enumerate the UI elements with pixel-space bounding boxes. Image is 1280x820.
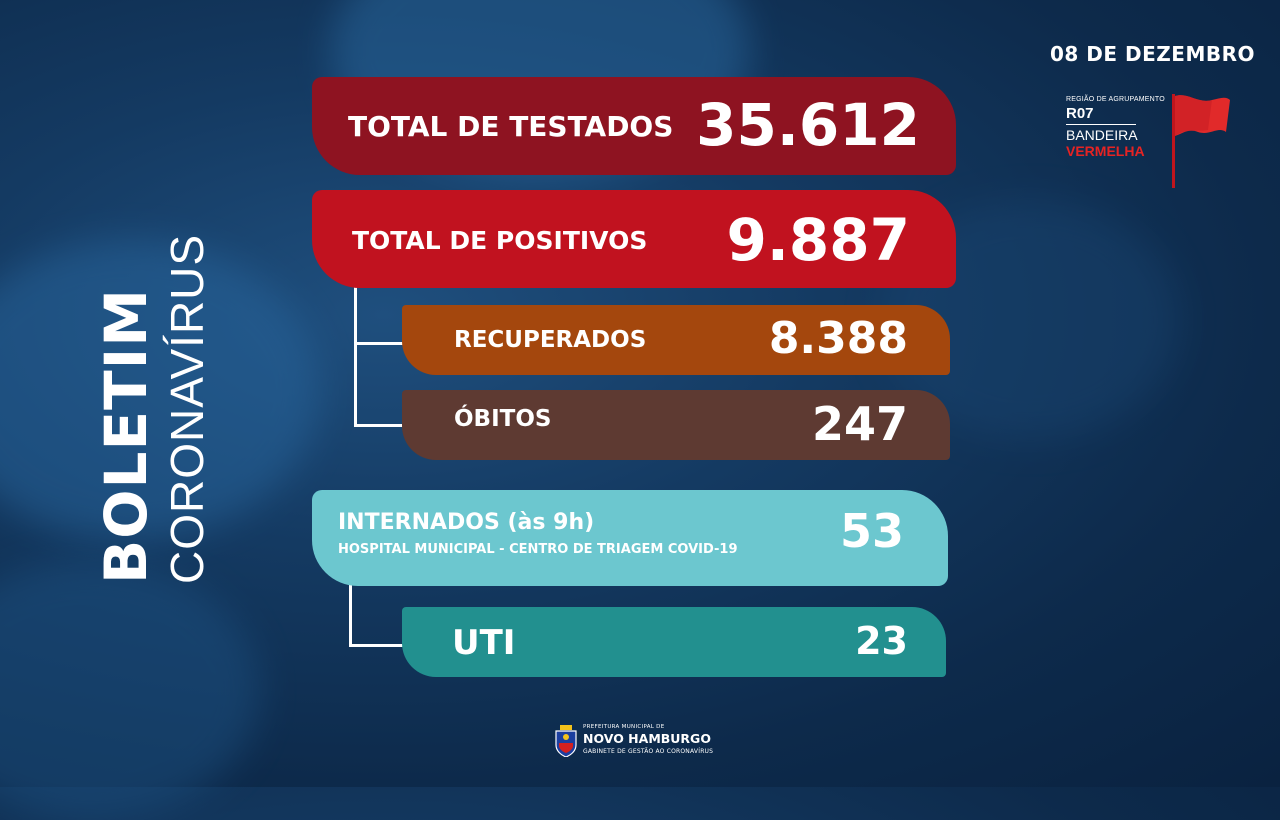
stat-label: INTERNADOS (às 9h) (338, 510, 595, 535)
stat-label: TOTAL DE POSITIVOS (352, 226, 648, 255)
stat-recuperados: RECUPERADOS 8.388 (402, 305, 950, 375)
region-divider (1066, 124, 1136, 125)
footer-logo: PREFEITURA MUNICIPAL DE NOVO HAMBURGO GA… (555, 723, 735, 761)
stat-value: 247 (811, 397, 908, 451)
background-blob (0, 560, 260, 820)
region-small-label: REGIÃO DE AGRUPAMENTO (1066, 96, 1165, 103)
city-crest-icon (555, 725, 577, 757)
connector-line (354, 342, 434, 345)
side-title-bold: BOLETIM (92, 288, 160, 584)
region-flag-line2: VERMELHA (1066, 143, 1145, 159)
footer-line2: NOVO HAMBURGO (583, 731, 711, 746)
stat-sublabel: HOSPITAL MUNICIPAL - CENTRO DE TRIAGEM C… (338, 542, 738, 557)
stat-label: UTI (452, 623, 516, 663)
stat-uti: UTI 23 (402, 607, 946, 677)
connector-line (354, 424, 434, 427)
background-blob (0, 240, 320, 540)
stat-total-testados: TOTAL DE TESTADOS 35.612 (312, 77, 956, 175)
stat-value: 8.388 (768, 313, 908, 364)
stat-label: TOTAL DE TESTADOS (348, 110, 674, 143)
stat-obitos: ÓBITOS 247 (402, 390, 950, 460)
stat-value: 53 (839, 504, 904, 558)
bulletin-date: 08 DE DEZEMBRO (1050, 42, 1255, 66)
stat-value: 35.612 (696, 91, 920, 159)
stat-value: 23 (855, 619, 908, 663)
stat-value: 9.887 (726, 206, 910, 274)
stat-total-positivos: TOTAL DE POSITIVOS 9.887 (312, 190, 956, 288)
footer-line1: PREFEITURA MUNICIPAL DE (583, 724, 665, 730)
red-flag-icon (1172, 94, 1230, 188)
footer-line3: GABINETE DE GESTÃO AO CORONAVÍRUS (583, 748, 714, 755)
connector-line (354, 278, 357, 426)
stat-internados: INTERNADOS (às 9h) HOSPITAL MUNICIPAL - … (312, 490, 948, 586)
region-code: R07 (1066, 105, 1094, 122)
stat-label: RECUPERADOS (454, 327, 647, 353)
stat-label: ÓBITOS (454, 406, 552, 432)
connector-line (349, 644, 429, 647)
region-block: REGIÃO DE AGRUPAMENTO R07 BANDEIRA VERME… (1066, 96, 1165, 159)
connector-line (349, 572, 352, 646)
side-title-thin: CORONAVÍRUS (161, 233, 213, 584)
region-flag-line1: BANDEIRA (1066, 127, 1138, 143)
